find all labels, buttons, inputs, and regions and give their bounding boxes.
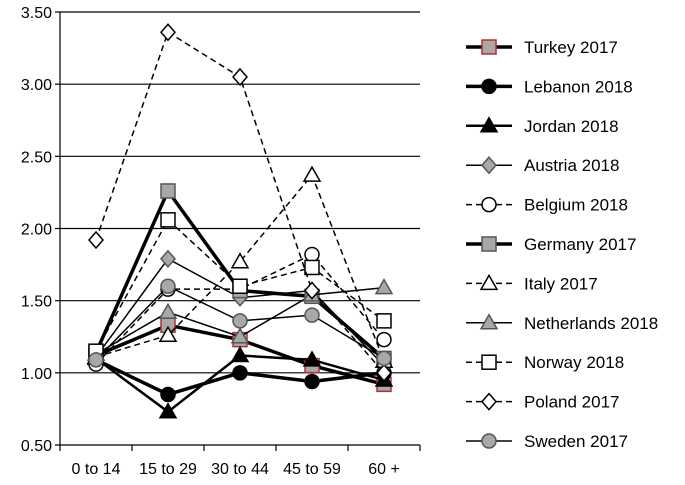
legend-marker-9: [481, 392, 497, 411]
legend-marker-8: [481, 354, 497, 370]
series-6-point-1: [158, 325, 178, 343]
legend-label-2: Jordan 2018: [524, 117, 619, 136]
legend-marker-7: [479, 313, 499, 330]
series-1-point-3: [304, 373, 320, 390]
legend-entry-5: Germany 2017: [466, 235, 636, 254]
series-1-point-1: [160, 386, 176, 403]
series-9-point-4: [376, 363, 392, 382]
series-1-point-2: [232, 365, 248, 381]
legend-marker-5: [481, 236, 497, 252]
x-tick-label-4: 60 +: [368, 461, 400, 478]
series-2-point-3: [302, 350, 322, 367]
series-line-2: [95, 354, 385, 414]
legend-marker-6: [479, 273, 499, 291]
legend: Turkey 2017 Lebanon 2018 Jordan 2018 Austri…: [466, 38, 658, 451]
series-6-point-3: [302, 165, 322, 182]
legend-entry-6: Italy 2017: [466, 273, 598, 293]
legend-entry-8: Norway 2018: [466, 353, 624, 372]
y-tick-label-0: 0.50: [21, 438, 52, 455]
x-tick-label-3: 45 to 59: [283, 461, 341, 478]
legend-entry-2: Jordan 2018: [466, 116, 619, 136]
series-7-point-4: [374, 278, 394, 295]
y-tick-labels: 0.50 1.00 1.50 2.00 2.50 3.00 3.50: [21, 5, 52, 455]
legend-label-1: Lebanon 2018: [524, 77, 633, 96]
legend-entry-4: Belgium 2018: [466, 196, 628, 215]
y-tick-label-5: 3.00: [21, 77, 52, 94]
axes: [55, 11, 421, 451]
series-10-point-3: [304, 307, 320, 323]
series-8-point-2: [232, 278, 248, 294]
legend-entry-1: Lebanon 2018: [466, 77, 633, 96]
legend-marker-2: [479, 116, 499, 133]
legend-entry-7: Netherlands 2018: [466, 313, 658, 333]
x-tick-label-2: 30 to 44: [211, 461, 269, 478]
legend-marker-0: [481, 39, 497, 55]
series-7-point-2: [230, 327, 250, 344]
series-10-point-4: [376, 350, 392, 367]
y-tick-label-2: 1.50: [21, 294, 52, 311]
series-10-point-2: [232, 313, 248, 329]
legend-marker-4: [481, 196, 497, 213]
series-line-8: [95, 218, 385, 352]
legend-marker-1: [481, 78, 497, 95]
series-2: [86, 346, 394, 419]
series-8-point-4: [376, 313, 392, 329]
series-line-4: [95, 253, 385, 365]
legend-label-9: Poland 2017: [524, 393, 619, 412]
series-10-point-1: [160, 278, 176, 294]
series-9-point-0: [88, 230, 104, 250]
y-tick-label-1: 1.00: [21, 366, 52, 383]
series-7-point-1: [158, 302, 178, 319]
y-tick-label-6: 3.50: [21, 5, 52, 22]
series-5-point-1: [160, 183, 176, 199]
series-2-point-1: [158, 402, 178, 419]
series-8-point-1: [160, 212, 176, 228]
legend-label-10: Sweden 2017: [524, 432, 628, 451]
legend-entry-10: Sweden 2017: [466, 432, 628, 451]
y-tick-label-4: 2.50: [21, 149, 52, 166]
series-4-point-4: [376, 331, 392, 348]
legend-label-5: Germany 2017: [524, 235, 636, 254]
x-tick-labels: 0 to 14 15 to 29 30 to 44 45 to 59 60 +: [72, 461, 400, 478]
legend-label-4: Belgium 2018: [524, 196, 628, 215]
legend-label-8: Norway 2018: [524, 353, 624, 372]
series-10-point-0: [88, 352, 104, 368]
legend-marker-3: [481, 156, 497, 175]
legend-marker-10: [481, 433, 497, 449]
series-line-6: [95, 173, 385, 362]
series-9-point-1: [160, 23, 176, 42]
series-10: [88, 278, 392, 368]
series-6-point-2: [230, 252, 250, 269]
series-2-point-2: [230, 346, 250, 363]
legend-entry-0: Turkey 2017: [466, 38, 618, 57]
series-3-point-1: [160, 249, 176, 268]
series-9-point-2: [232, 67, 248, 87]
legend-entry-3: Austria 2018: [466, 156, 619, 175]
legend-label-7: Netherlands 2018: [524, 314, 658, 333]
series-9: [88, 23, 392, 382]
series-9-point-3: [304, 281, 320, 300]
series-4-point-3: [304, 246, 320, 263]
legend-label-6: Italy 2017: [524, 274, 598, 293]
legend-label-0: Turkey 2017: [524, 38, 618, 57]
legend-entry-9: Poland 2017: [466, 392, 619, 412]
series-8: [88, 212, 392, 359]
series-group: [86, 23, 394, 419]
series-8-point-3: [304, 259, 320, 276]
x-tick-label-1: 15 to 29: [139, 461, 197, 478]
x-tick-label-0: 0 to 14: [72, 461, 121, 478]
legend-label-3: Austria 2018: [524, 156, 619, 175]
y-tick-label-3: 2.00: [21, 222, 52, 239]
